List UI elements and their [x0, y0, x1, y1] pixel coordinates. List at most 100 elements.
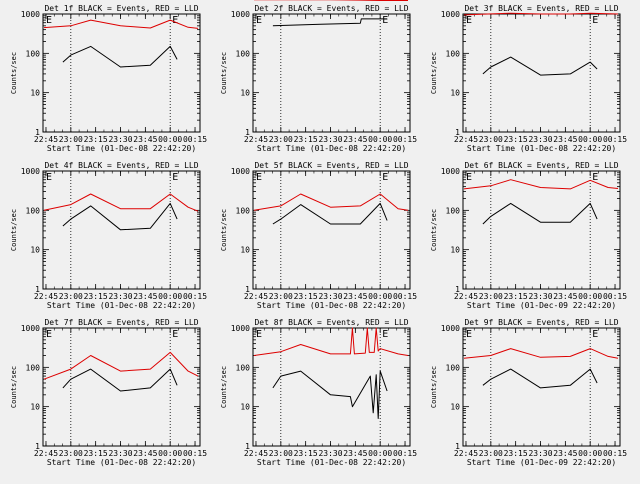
x-axis-label: Start Time (01-Dec-08 22:42:20) — [47, 458, 196, 467]
x-tick-label: 23:00 — [59, 292, 83, 301]
event-marker: E — [256, 172, 262, 183]
y-tick-label: 100 — [446, 363, 461, 372]
x-tick-label: 22:45 — [454, 292, 478, 301]
y-axis-label: Counts/sec — [430, 366, 438, 408]
x-axis-label: Start Time (01-Dec-08 22:42:20) — [257, 458, 406, 467]
x-tick-label: 23:00 — [269, 449, 293, 458]
x-tick-label: 23:45 — [553, 292, 577, 301]
panel-6: Det 6f BLACK = Events, RED = LLD11010010… — [430, 161, 627, 310]
y-tick-label: 10 — [240, 246, 250, 255]
y-tick-label: 10 — [30, 246, 40, 255]
x-tick-label: 23:00 — [59, 135, 83, 144]
x-tick-label: 23:15 — [294, 292, 318, 301]
x-tick-label: 23:00 — [479, 449, 503, 458]
x-tick-label: 23:30 — [108, 135, 132, 144]
y-tick-label: 1000 — [231, 167, 250, 176]
panel-9: Det 9f BLACK = Events, RED = LLD11010010… — [430, 318, 627, 467]
panel-5: Det 5f BLACK = Events, RED = LLD11010010… — [220, 161, 417, 310]
x-tick-label: 00:15 — [603, 135, 627, 144]
x-tick-label: 22:45 — [244, 449, 268, 458]
y-axis-label: Counts/sec — [430, 52, 438, 94]
x-tick-label: 23:30 — [108, 292, 132, 301]
panel-title: Det 1f BLACK = Events, RED = LLD — [44, 4, 198, 13]
event-marker: E — [46, 15, 52, 26]
x-tick-label: 23:45 — [133, 292, 157, 301]
x-tick-label: 23:15 — [504, 449, 528, 458]
event-marker: E — [466, 329, 472, 340]
x-tick-label: 00:00 — [578, 449, 602, 458]
event-marker: E — [46, 172, 52, 183]
x-axis-label: Start Time (01-Dec-08 22:42:20) — [467, 144, 616, 153]
plot-frame — [463, 14, 620, 132]
x-tick-label: 23:30 — [318, 449, 342, 458]
events-series-line — [63, 203, 177, 229]
y-tick-label: 10 — [30, 403, 40, 412]
lld-series-line — [254, 194, 408, 210]
lld-series-line — [464, 349, 618, 359]
panel-title: Det 4f BLACK = Events, RED = LLD — [44, 161, 198, 170]
event-marker: E — [256, 329, 262, 340]
x-tick-label: 23:15 — [84, 135, 108, 144]
y-tick-label: 100 — [236, 49, 251, 58]
event-marker: E — [466, 172, 472, 183]
x-tick-label: 23:45 — [553, 135, 577, 144]
y-axis-label: Counts/sec — [220, 52, 228, 94]
x-axis-label: Start Time (01-Dec-08 22:42:20) — [257, 144, 406, 153]
y-tick-label: 10 — [240, 89, 250, 98]
panel-3: Det 3f BLACK = Events, RED = LLD11010010… — [430, 4, 627, 153]
event-marker: E — [256, 15, 262, 26]
lld-series-line — [44, 194, 198, 211]
lld-series-line — [44, 352, 198, 379]
x-tick-label: 23:00 — [479, 292, 503, 301]
x-tick-label: 23:45 — [553, 449, 577, 458]
x-axis-label: Start Time (01-Dec-08 22:42:20) — [47, 301, 196, 310]
x-tick-label: 00:15 — [393, 449, 417, 458]
x-tick-label: 23:30 — [528, 292, 552, 301]
x-tick-label: 23:00 — [479, 135, 503, 144]
panel-7: Det 7f BLACK = Events, RED = LLD11010010… — [10, 318, 207, 467]
x-tick-label: 23:15 — [294, 449, 318, 458]
event-marker: E — [382, 329, 388, 340]
y-tick-label: 100 — [236, 363, 251, 372]
plot-frame — [253, 328, 410, 446]
x-tick-label: 22:45 — [454, 135, 478, 144]
panel-8: Det 8f BLACK = Events, RED = LLD11010010… — [220, 318, 417, 467]
panel-title: Det 2f BLACK = Events, RED = LLD — [254, 4, 408, 13]
x-tick-label: 23:30 — [318, 292, 342, 301]
y-tick-label: 100 — [446, 49, 461, 58]
panel-title: Det 5f BLACK = Events, RED = LLD — [254, 161, 408, 170]
x-tick-label: 00:15 — [183, 292, 207, 301]
x-tick-label: 23:30 — [108, 449, 132, 458]
panel-title: Det 9f BLACK = Events, RED = LLD — [464, 318, 618, 327]
y-tick-label: 100 — [26, 363, 41, 372]
y-tick-label: 1000 — [21, 167, 40, 176]
event-marker: E — [592, 329, 598, 340]
y-tick-label: 10 — [450, 403, 460, 412]
x-tick-label: 22:45 — [34, 135, 58, 144]
x-tick-label: 23:45 — [133, 449, 157, 458]
y-tick-label: 1000 — [441, 10, 460, 19]
y-tick-label: 100 — [236, 206, 251, 215]
y-axis-label: Counts/sec — [10, 209, 18, 251]
y-axis-label: Counts/sec — [220, 366, 228, 408]
panel-2: Det 2f BLACK = Events, RED = LLD11010010… — [220, 0, 417, 153]
x-tick-label: 00:15 — [603, 449, 627, 458]
x-tick-label: 23:30 — [318, 135, 342, 144]
x-tick-label: 23:45 — [343, 135, 367, 144]
x-tick-label: 23:15 — [84, 449, 108, 458]
x-tick-label: 23:30 — [528, 135, 552, 144]
y-tick-label: 10 — [450, 89, 460, 98]
panel-4: Det 4f BLACK = Events, RED = LLD11010010… — [10, 161, 207, 310]
x-tick-label: 23:15 — [84, 292, 108, 301]
x-tick-label: 23:00 — [269, 292, 293, 301]
y-tick-label: 1000 — [441, 167, 460, 176]
x-axis-label: Start Time (01-Dec-08 22:42:20) — [47, 144, 196, 153]
events-series-line — [63, 369, 177, 391]
x-tick-label: 00:00 — [158, 449, 182, 458]
y-tick-label: 10 — [30, 89, 40, 98]
events-series-line — [273, 371, 387, 418]
x-tick-label: 00:15 — [183, 449, 207, 458]
y-tick-label: 1000 — [21, 10, 40, 19]
